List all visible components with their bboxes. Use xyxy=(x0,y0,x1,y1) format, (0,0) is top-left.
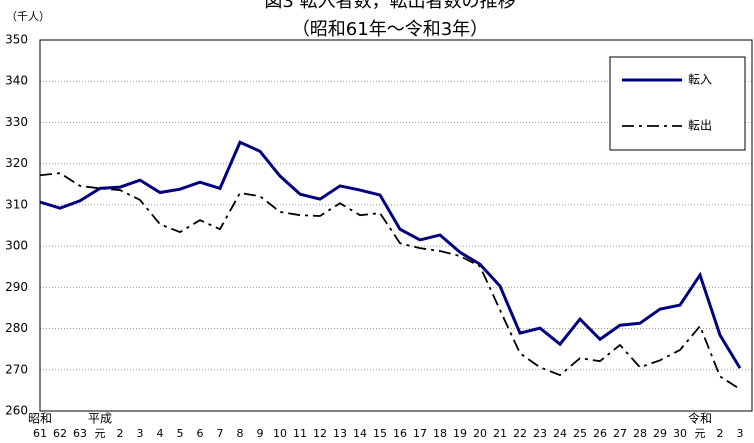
y-unit: （千人） xyxy=(6,10,50,23)
x-tick-label: 28 xyxy=(633,427,647,440)
x-tick-label: 6 xyxy=(197,427,204,440)
x-tick-label: 24 xyxy=(553,427,567,440)
x-tick-label: 63 xyxy=(73,427,87,440)
x-tick-label: 5 xyxy=(177,427,184,440)
x-tick-label: 26 xyxy=(593,427,607,440)
plot-border xyxy=(39,39,753,412)
x-tick-label: 4 xyxy=(157,427,164,440)
x-tick-label: 元 xyxy=(695,427,706,440)
x-tick-label: 17 xyxy=(413,427,427,440)
x-tick-label: 27 xyxy=(613,427,627,440)
x-tick-label: 9 xyxy=(257,427,264,440)
x-tick-label: 10 xyxy=(273,427,287,440)
x-tick-label: 2 xyxy=(117,427,124,440)
x-tick-label: 元 xyxy=(95,427,106,440)
y-tick-label: 320 xyxy=(5,156,28,170)
x-tick-label: 23 xyxy=(533,427,547,440)
era-label: 令和 xyxy=(688,411,712,426)
era-label: 平成 xyxy=(88,412,112,426)
y-tick-label: 290 xyxy=(5,280,28,294)
y-tick-label: 260 xyxy=(5,404,28,418)
y-tick-label: 310 xyxy=(5,197,28,211)
series-line xyxy=(39,140,742,369)
x-tick-label: 12 xyxy=(313,427,327,440)
series-line xyxy=(39,172,741,390)
x-tick-label: 2 xyxy=(717,427,724,440)
x-tick-label: 18 xyxy=(433,427,447,440)
legend-label: 転出 xyxy=(688,119,712,133)
x-tick-label: 25 xyxy=(573,427,587,440)
x-tick-label: 3 xyxy=(137,427,144,440)
x-tick-label: 13 xyxy=(333,427,347,440)
x-tick-label: 21 xyxy=(493,427,507,440)
x-tick-label: 20 xyxy=(473,427,487,440)
y-tick-label: 280 xyxy=(5,321,28,335)
y-tick-label: 270 xyxy=(5,362,28,376)
chart-title: 図3 転入者数，転出者数の推移 xyxy=(264,0,515,12)
x-tick-label: 22 xyxy=(513,427,527,440)
x-tick-label: 16 xyxy=(393,427,407,440)
x-tick-label: 62 xyxy=(53,427,67,440)
x-tick-label: 29 xyxy=(653,427,667,440)
era-label: 昭和 xyxy=(28,412,52,426)
chart-subtitle: （昭和61年～令和3年） xyxy=(292,19,488,40)
x-tick-label: 19 xyxy=(453,427,467,440)
x-tick-label: 14 xyxy=(353,427,367,440)
x-tick-label: 15 xyxy=(373,427,387,440)
x-tick-label: 7 xyxy=(217,427,224,440)
x-tick-label: 11 xyxy=(293,427,307,440)
y-tick-label: 300 xyxy=(5,239,28,253)
legend-label: 転入 xyxy=(688,73,712,87)
x-tick-label: 30 xyxy=(673,427,687,440)
y-tick-label: 330 xyxy=(5,115,28,129)
legend-box xyxy=(609,56,746,151)
y-tick-label: 340 xyxy=(5,74,28,88)
x-tick-label: 3 xyxy=(737,427,744,440)
y-tick-label: 350 xyxy=(5,33,28,47)
x-tick-label: 8 xyxy=(237,427,244,440)
x-tick-label: 61 xyxy=(33,427,47,440)
